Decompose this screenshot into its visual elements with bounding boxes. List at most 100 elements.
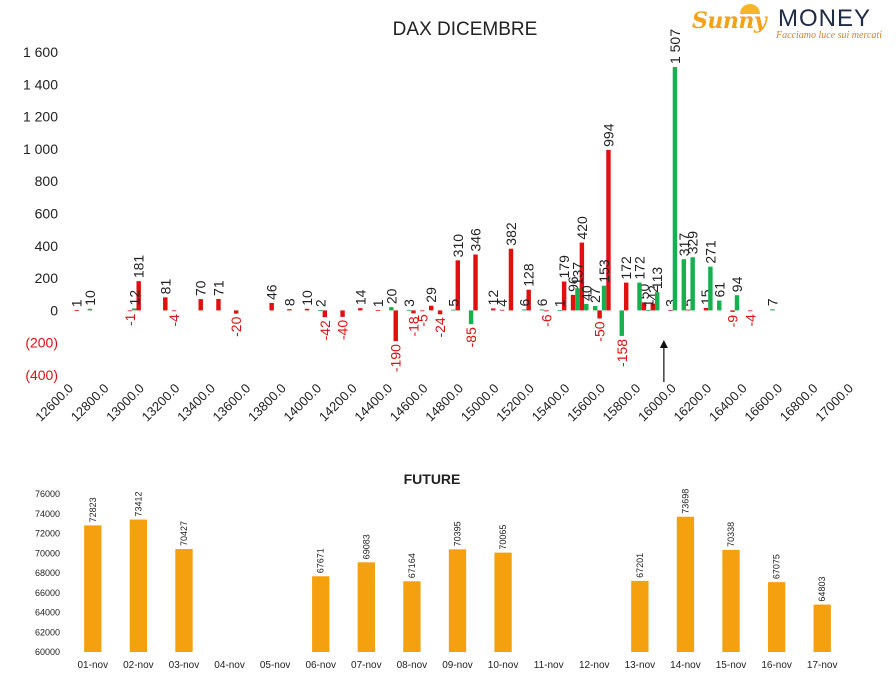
y-tick-label: 0: [50, 302, 58, 318]
data-label: 5: [445, 299, 461, 307]
bar: [451, 309, 456, 311]
x-tick-label: 14000.0: [280, 381, 324, 425]
bar: [136, 281, 141, 311]
x-tick-label: 07-nov: [351, 660, 382, 671]
bar: [584, 303, 589, 311]
bar: [175, 549, 193, 652]
x-tick-label: 14600.0: [387, 381, 431, 425]
bar: [686, 309, 691, 311]
data-label: 181: [131, 255, 147, 279]
data-label: 113: [649, 267, 665, 290]
bar: [375, 310, 381, 312]
y-tick-label: 1 400: [23, 76, 58, 92]
bar: [655, 292, 660, 311]
data-label: -4: [742, 314, 758, 327]
x-tick-label: 16600.0: [741, 381, 785, 425]
data-label: -5: [414, 314, 430, 327]
data-label: 29: [423, 287, 439, 303]
bar: [312, 576, 330, 652]
x-tick-label: 16200.0: [670, 381, 714, 425]
data-label: 12: [126, 290, 142, 306]
bar: [357, 562, 375, 652]
x-tick-label: 13400.0: [174, 381, 218, 425]
x-tick-label: 15800.0: [600, 381, 644, 425]
bar: [730, 310, 735, 312]
x-tick-label: 16800.0: [777, 381, 821, 425]
bar: [722, 549, 740, 652]
y-tick-label: 76000: [35, 489, 60, 499]
bar: [358, 308, 363, 311]
data-label: 153: [596, 259, 612, 283]
data-label: 1 507: [667, 29, 683, 64]
data-label: 346: [468, 228, 484, 252]
x-tick-label: 15000.0: [458, 381, 502, 425]
data-label: 5: [680, 299, 696, 307]
y-tick-label: (400): [25, 367, 58, 383]
data-label: 6: [516, 298, 532, 306]
bar: [393, 310, 398, 342]
x-tick-label: 14800.0: [422, 381, 466, 425]
data-label: 40: [578, 285, 594, 301]
data-label: 172: [618, 256, 634, 280]
data-label: 96: [565, 276, 581, 292]
x-tick-label: 11-nov: [534, 660, 564, 671]
x-tick-label: 16000.0: [635, 381, 679, 425]
x-tick-label: 08-nov: [397, 660, 428, 671]
bar: [619, 310, 624, 336]
data-label: -9: [725, 315, 741, 328]
data-label: -190: [388, 344, 404, 372]
bar: [623, 282, 629, 311]
data-label: -85: [463, 327, 479, 347]
data-label: -40: [335, 320, 351, 340]
data-label: -24: [432, 317, 448, 337]
data-label: 317: [676, 233, 692, 257]
bar: [601, 285, 607, 311]
bar: [437, 310, 443, 315]
bar: [544, 310, 549, 312]
bar: [491, 308, 496, 311]
data-label: 70395: [453, 521, 463, 546]
y-tick-label: 1 000: [23, 141, 58, 157]
data-label: 179: [556, 255, 572, 279]
data-label: 67671: [316, 548, 326, 573]
data-label: 3: [663, 299, 679, 307]
bar: [813, 604, 831, 652]
bar: [198, 299, 203, 311]
bar: [539, 309, 545, 311]
bar: [132, 308, 137, 311]
y-tick-label: 70000: [35, 548, 60, 558]
y-tick-label: 74000: [35, 509, 60, 519]
y-tick-label: 1 200: [23, 109, 58, 125]
data-label: 69083: [361, 534, 371, 559]
x-tick-label: 16-nov: [761, 660, 792, 671]
data-label: -42: [317, 320, 333, 340]
bar: [641, 302, 647, 311]
data-label: 10: [299, 290, 315, 306]
x-tick-label: 05-nov: [260, 660, 291, 671]
y-tick-label: 400: [35, 238, 59, 254]
data-label: 94: [729, 276, 745, 292]
data-label: 2: [312, 299, 328, 307]
y-tick-label: 60000: [35, 647, 60, 657]
bar: [561, 281, 567, 311]
bar: [672, 67, 678, 311]
y-tick-label: 68000: [35, 568, 60, 578]
x-tick-label: 13000.0: [103, 381, 147, 425]
data-label: 4: [494, 299, 510, 307]
y-tick-label: 800: [35, 173, 59, 189]
data-label: 10: [82, 290, 98, 306]
bar: [597, 310, 602, 319]
data-label: -1: [122, 313, 138, 326]
bar: [216, 298, 221, 311]
y-tick-label: 1 600: [23, 44, 58, 60]
data-label: -6: [538, 314, 554, 327]
data-label: 172: [631, 256, 647, 280]
y-tick-label: 66000: [35, 588, 60, 598]
bar: [499, 309, 505, 311]
data-label: 310: [450, 234, 466, 258]
x-tick-label: 13-nov: [625, 660, 656, 671]
data-label: 70338: [726, 522, 736, 547]
data-label: 81: [157, 279, 173, 295]
data-label: -20: [228, 316, 244, 336]
logo-tagline: Facciamo luce sui mercati: [776, 30, 882, 41]
